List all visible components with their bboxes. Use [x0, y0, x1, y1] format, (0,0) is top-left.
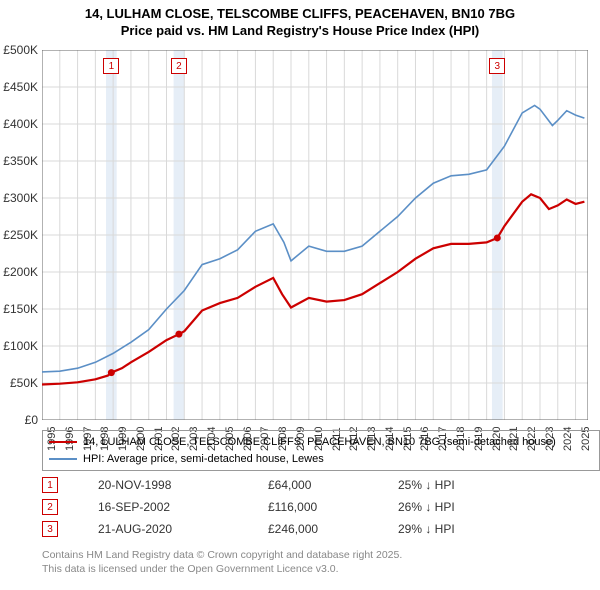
attribution: Contains HM Land Registry data © Crown c…	[42, 548, 402, 576]
y-tick-label: £450K	[3, 80, 38, 94]
legend-item: HPI: Average price, semi-detached house,…	[49, 451, 593, 468]
legend-label: 14, LULHAM CLOSE, TELSCOMBE CLIFFS, PEAC…	[83, 434, 556, 451]
y-tick-label: £300K	[3, 191, 38, 205]
marker-delta: 29% ↓ HPI	[398, 522, 455, 536]
y-tick-label: £150K	[3, 302, 38, 316]
y-tick-label: £50K	[10, 376, 38, 390]
legend-item: 14, LULHAM CLOSE, TELSCOMBE CLIFFS, PEAC…	[49, 434, 593, 451]
y-tick-label: £350K	[3, 154, 38, 168]
chart-marker-box: 3	[489, 58, 505, 74]
attribution-line-1: Contains HM Land Registry data © Crown c…	[42, 548, 402, 562]
title-block: 14, LULHAM CLOSE, TELSCOMBE CLIFFS, PEAC…	[0, 0, 600, 40]
marker-price: £246,000	[268, 522, 398, 536]
marker-number-box: 1	[42, 477, 58, 493]
legend-label: HPI: Average price, semi-detached house,…	[83, 451, 324, 468]
y-tick-label: £250K	[3, 228, 38, 242]
marker-table: 1 20-NOV-1998 £64,000 25% ↓ HPI 2 16-SEP…	[42, 474, 455, 540]
marker-row: 2 16-SEP-2002 £116,000 26% ↓ HPI	[42, 496, 455, 518]
chart-marker-box: 1	[103, 58, 119, 74]
marker-row: 3 21-AUG-2020 £246,000 29% ↓ HPI	[42, 518, 455, 540]
y-tick-label: £400K	[3, 117, 38, 131]
marker-delta: 25% ↓ HPI	[398, 478, 455, 492]
chart-svg	[42, 50, 588, 420]
marker-number-box: 3	[42, 521, 58, 537]
marker-date: 21-AUG-2020	[98, 522, 268, 536]
marker-number-box: 2	[42, 499, 58, 515]
attribution-line-2: This data is licensed under the Open Gov…	[42, 562, 402, 576]
y-tick-label: £200K	[3, 265, 38, 279]
marker-price: £64,000	[268, 478, 398, 492]
title-line-2: Price paid vs. HM Land Registry's House …	[0, 23, 600, 40]
y-tick-label: £0	[25, 413, 38, 427]
chart-plot-area: 1 2 3	[42, 50, 588, 420]
title-line-1: 14, LULHAM CLOSE, TELSCOMBE CLIFFS, PEAC…	[0, 6, 600, 23]
marker-delta: 26% ↓ HPI	[398, 500, 455, 514]
figure-container: 14, LULHAM CLOSE, TELSCOMBE CLIFFS, PEAC…	[0, 0, 600, 590]
marker-price: £116,000	[268, 500, 398, 514]
marker-date: 20-NOV-1998	[98, 478, 268, 492]
marker-date: 16-SEP-2002	[98, 500, 268, 514]
y-tick-label: £100K	[3, 339, 38, 353]
legend-swatch	[49, 458, 77, 460]
y-tick-label: £500K	[3, 43, 38, 57]
chart-marker-box: 2	[171, 58, 187, 74]
legend: 14, LULHAM CLOSE, TELSCOMBE CLIFFS, PEAC…	[42, 430, 600, 471]
legend-swatch	[49, 441, 77, 443]
marker-row: 1 20-NOV-1998 £64,000 25% ↓ HPI	[42, 474, 455, 496]
